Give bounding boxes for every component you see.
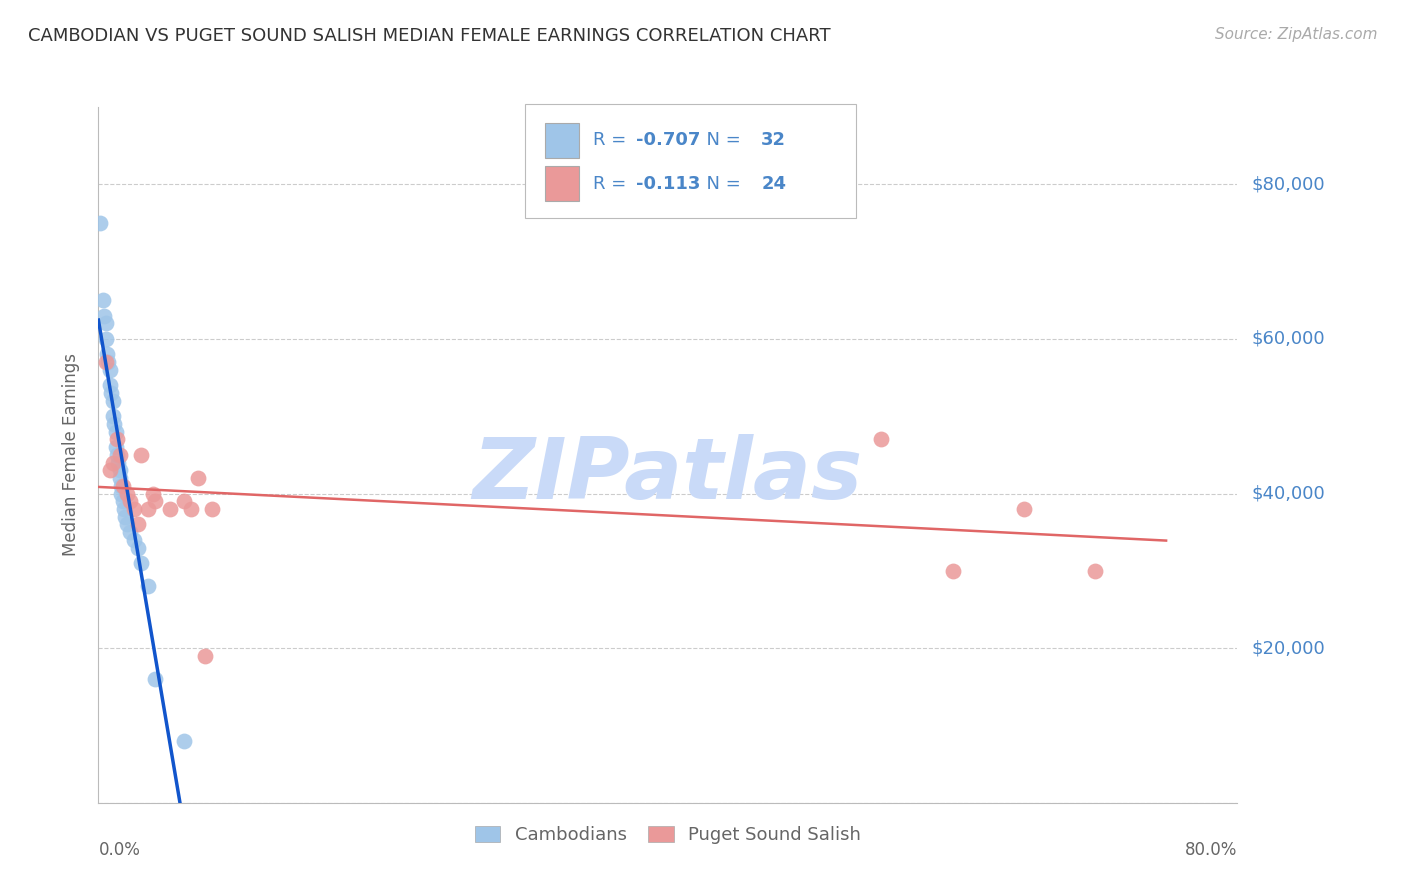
Point — [115, 486, 138, 500]
Text: ZIPatlas: ZIPatlas — [472, 434, 863, 517]
Point — [201, 502, 224, 516]
Point — [145, 672, 167, 686]
Point — [108, 471, 131, 485]
Point — [93, 309, 115, 323]
Legend: Cambodians, Puget Sound Salish: Cambodians, Puget Sound Salish — [465, 816, 870, 853]
FancyBboxPatch shape — [546, 123, 579, 158]
Point — [94, 317, 117, 331]
Point — [94, 332, 117, 346]
Point — [118, 494, 141, 508]
Point — [111, 479, 134, 493]
Point — [115, 517, 138, 532]
Point — [194, 648, 217, 663]
Point — [870, 433, 893, 447]
Text: 32: 32 — [761, 131, 786, 150]
Text: N =: N = — [695, 131, 747, 150]
Point — [104, 425, 127, 439]
Point — [114, 509, 136, 524]
Text: R =: R = — [593, 175, 631, 193]
Text: CAMBODIAN VS PUGET SOUND SALISH MEDIAN FEMALE EARNINGS CORRELATION CHART: CAMBODIAN VS PUGET SOUND SALISH MEDIAN F… — [28, 27, 831, 45]
Text: 80.0%: 80.0% — [1185, 841, 1237, 859]
Point — [105, 448, 128, 462]
Point — [100, 386, 122, 401]
Point — [101, 409, 124, 424]
Point — [1012, 502, 1035, 516]
Text: $40,000: $40,000 — [1251, 484, 1324, 502]
Point — [129, 448, 152, 462]
Text: R =: R = — [593, 131, 631, 150]
Point — [1084, 564, 1107, 578]
Point — [122, 502, 145, 516]
Point — [101, 393, 124, 408]
Point — [145, 494, 167, 508]
Point — [91, 293, 114, 308]
Point — [127, 517, 149, 532]
Point — [110, 486, 132, 500]
Point — [97, 355, 120, 369]
Point — [136, 579, 159, 593]
Text: $80,000: $80,000 — [1251, 176, 1324, 194]
Text: $60,000: $60,000 — [1251, 330, 1324, 348]
Text: Source: ZipAtlas.com: Source: ZipAtlas.com — [1215, 27, 1378, 42]
Point — [103, 417, 125, 431]
Point — [98, 378, 121, 392]
Point — [89, 216, 111, 230]
Point — [173, 734, 195, 748]
Point — [107, 456, 129, 470]
FancyBboxPatch shape — [546, 166, 579, 201]
Point — [122, 533, 145, 547]
FancyBboxPatch shape — [526, 103, 856, 219]
Point — [110, 479, 132, 493]
Text: -0.707: -0.707 — [636, 131, 700, 150]
Point — [112, 502, 135, 516]
Point — [159, 502, 181, 516]
Text: N =: N = — [695, 175, 747, 193]
Point — [98, 363, 121, 377]
Text: 24: 24 — [761, 175, 786, 193]
Point — [136, 502, 159, 516]
Point — [127, 541, 149, 555]
Point — [105, 433, 128, 447]
Point — [108, 448, 131, 462]
Point — [118, 525, 141, 540]
Point — [101, 456, 124, 470]
Point — [141, 486, 163, 500]
Y-axis label: Median Female Earnings: Median Female Earnings — [62, 353, 80, 557]
Point — [98, 463, 121, 477]
Point — [96, 347, 118, 361]
Point — [111, 494, 134, 508]
Point — [94, 355, 117, 369]
Point — [942, 564, 965, 578]
Point — [180, 502, 202, 516]
Text: $20,000: $20,000 — [1251, 640, 1324, 657]
Text: -0.113: -0.113 — [636, 175, 700, 193]
Point — [108, 463, 131, 477]
Text: 0.0%: 0.0% — [98, 841, 141, 859]
Point — [173, 494, 195, 508]
Point — [187, 471, 209, 485]
Point — [104, 440, 127, 454]
Point — [129, 556, 152, 570]
